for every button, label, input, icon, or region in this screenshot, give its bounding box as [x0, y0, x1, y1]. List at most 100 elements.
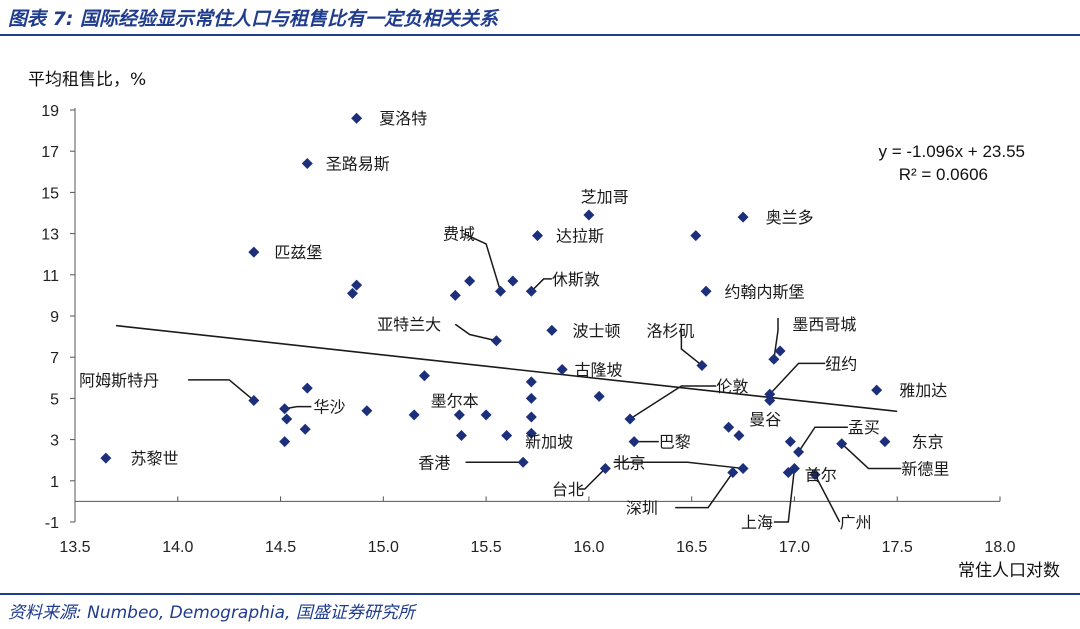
- city-label: 上海: [741, 513, 773, 532]
- city-label: 洛杉矶: [646, 321, 694, 340]
- data-point: [299, 423, 311, 435]
- x-tick-label: 15.0: [368, 539, 399, 556]
- city-label: 费城: [443, 225, 475, 244]
- x-axis-title: 常住人口对数: [958, 561, 1060, 581]
- x-tick-label: 16.5: [676, 539, 707, 556]
- leader-line: [814, 474, 841, 523]
- leader-line: [629, 385, 717, 420]
- city-label: 阿姆斯特丹: [79, 371, 159, 390]
- data-point: [248, 246, 260, 258]
- y-tick-label: 5: [50, 391, 59, 408]
- city-label: 香港: [418, 453, 450, 472]
- leader-line: [454, 323, 497, 342]
- data-point: [453, 409, 465, 421]
- data-point: [737, 462, 749, 474]
- leader-line: [613, 461, 744, 470]
- data-point: [301, 382, 313, 394]
- y-tick-label: 7: [50, 350, 59, 367]
- city-label: 约翰内斯堡: [725, 282, 805, 301]
- leader-line: [773, 468, 796, 523]
- city-label: 古隆坡: [575, 361, 623, 380]
- y-tick-label: 15: [41, 185, 59, 202]
- chart-title: 图表 7: 国际经验显示常住人口与租售比有一定负相关关系: [8, 8, 499, 30]
- city-label: 巴黎: [659, 433, 691, 452]
- data-point: [525, 392, 537, 404]
- data-point: [768, 353, 780, 365]
- city-label: 夏洛特: [379, 109, 427, 128]
- x-tick-label: 14.5: [265, 539, 296, 556]
- data-point: [464, 275, 476, 287]
- x-tick-label: 17.5: [882, 539, 913, 556]
- x-tick-label: 16.0: [573, 539, 604, 556]
- data-point: [525, 427, 537, 439]
- data-point: [696, 359, 708, 371]
- city-label: 伦敦: [716, 377, 748, 396]
- y-tick-label: 13: [41, 227, 59, 244]
- city-label: 北京: [614, 453, 646, 472]
- city-label: 广州: [840, 513, 872, 532]
- data-point: [532, 230, 543, 242]
- city-label: 新加坡: [525, 433, 573, 452]
- data-point: [480, 409, 492, 421]
- city-label: 休斯敦: [552, 270, 600, 289]
- leader-line: [680, 330, 703, 367]
- data-point: [455, 429, 467, 441]
- city-label: 华沙: [313, 398, 345, 417]
- data-point: [836, 438, 848, 450]
- city-label: 芝加哥: [581, 188, 629, 207]
- leader-line: [675, 472, 734, 509]
- data-point: [764, 394, 776, 406]
- y-tick-label: 9: [50, 309, 59, 326]
- leader-line: [797, 426, 848, 453]
- data-point: [490, 335, 502, 347]
- trend-line: [116, 324, 898, 413]
- data-point: [361, 405, 373, 417]
- y-tick-label: 19: [41, 103, 59, 120]
- data-point: [507, 275, 519, 287]
- city-label: 圣路易斯: [326, 155, 390, 174]
- data-point: [784, 436, 796, 448]
- city-label: 首尔: [805, 466, 837, 485]
- y-tick-label: -1: [45, 515, 59, 532]
- data-point: [418, 370, 430, 382]
- data-point: [279, 403, 291, 415]
- regression-equation: y = -1.096x + 23.55: [879, 142, 1026, 161]
- data-point: [809, 469, 821, 481]
- data-point: [100, 452, 112, 464]
- city-label: 亚特兰大: [377, 315, 441, 334]
- r-squared: R² = 0.0606: [899, 165, 988, 184]
- x-tick-label: 14.0: [162, 539, 193, 556]
- city-label: 东京: [912, 433, 944, 452]
- city-label: 波士顿: [572, 321, 620, 340]
- y-tick-label: 17: [41, 144, 59, 161]
- data-point: [347, 287, 358, 299]
- leader-line: [530, 278, 552, 292]
- city-label: 台北: [552, 480, 584, 499]
- city-label: 奥兰多: [766, 208, 814, 227]
- data-point: [879, 436, 891, 448]
- data-point: [700, 285, 712, 297]
- city-label: 雅加达: [899, 381, 947, 400]
- title-rule: [0, 34, 1080, 36]
- city-label: 深圳: [626, 499, 658, 518]
- data-point: [723, 421, 735, 433]
- x-tick-label: 17.0: [779, 539, 810, 556]
- y-tick-label: 11: [42, 268, 59, 285]
- city-label: 孟买: [848, 418, 880, 437]
- data-point: [351, 112, 363, 124]
- data-point: [593, 390, 605, 402]
- leader-line: [841, 443, 902, 470]
- data-point: [628, 436, 640, 448]
- city-label: 苏黎世: [131, 449, 179, 468]
- data-point: [408, 409, 420, 421]
- data-point: [517, 456, 529, 468]
- data-point: [525, 285, 537, 297]
- data-point: [248, 394, 260, 406]
- leader-line: [578, 467, 606, 490]
- city-label: 新德里: [901, 459, 949, 478]
- source-note: 资料来源: Numbeo, Demographia, 国盛证券研究所: [8, 603, 415, 623]
- x-tick-label: 18.0: [984, 539, 1015, 556]
- data-point: [556, 364, 568, 376]
- data-point: [525, 411, 537, 423]
